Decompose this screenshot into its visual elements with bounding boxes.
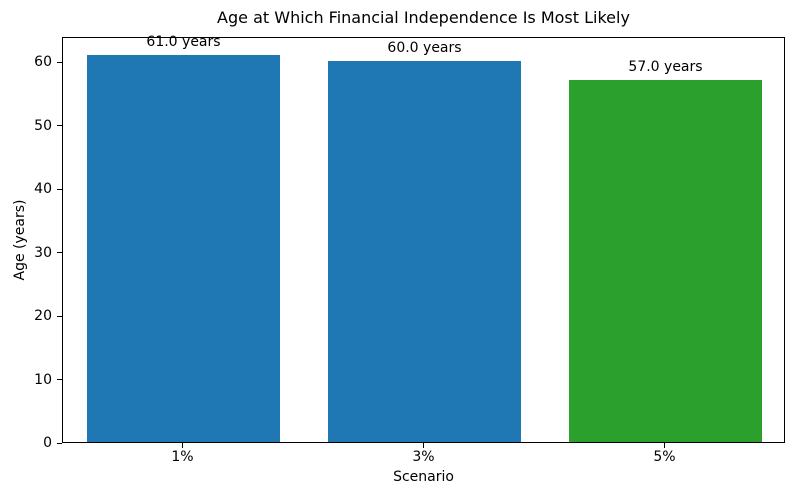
y-axis-label: Age (years) [12, 199, 28, 281]
y-tick-mark [57, 379, 62, 381]
y-tick-label: 50 [34, 117, 52, 134]
x-tick-mark [664, 443, 665, 448]
bar-1% [87, 55, 280, 442]
bar-5% [569, 80, 762, 442]
x-tick-mark [423, 443, 424, 448]
y-tick-mark [57, 252, 62, 254]
x-tick-label: 3% [412, 449, 435, 465]
y-tick-label: 10 [34, 371, 52, 388]
bar-value-label: 61.0 years [146, 34, 221, 51]
y-tick-label: 60 [34, 54, 52, 71]
y-tick-mark [57, 125, 62, 127]
bar-value-label: 60.0 years [387, 40, 462, 57]
x-axis-label: Scenario [393, 469, 454, 485]
y-tick-mark [57, 61, 62, 63]
y-tick-mark [57, 188, 62, 190]
plot-area: 61.0 years 60.0 years 57.0 years [62, 34, 785, 443]
x-tick-mark [182, 443, 183, 448]
bar-3% [328, 61, 521, 442]
chart-title: Age at Which Financial Independence Is M… [217, 8, 630, 27]
x-tick-label: 5% [653, 449, 676, 465]
y-tick-mark [57, 442, 62, 444]
x-tick-label: 1% [171, 449, 194, 465]
y-tick-label: 20 [34, 308, 52, 325]
y-tick-label: 0 [43, 435, 52, 451]
y-tick-mark [57, 315, 62, 317]
bar-value-label: 57.0 years [628, 59, 703, 76]
y-tick-label: 30 [34, 244, 52, 261]
y-tick-label: 40 [34, 181, 52, 198]
